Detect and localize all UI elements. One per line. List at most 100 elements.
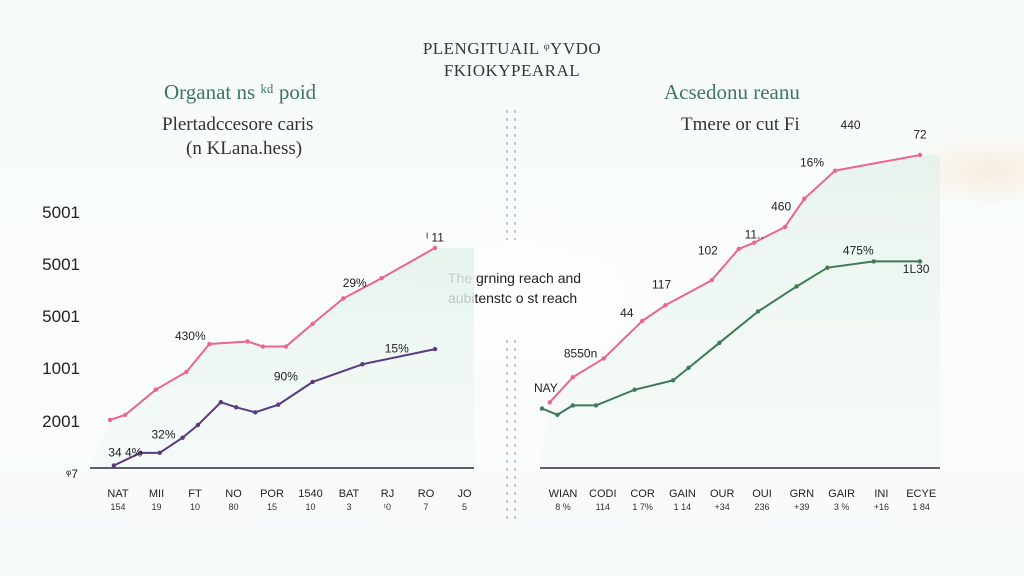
x-tick-sublabel: 114 bbox=[596, 502, 610, 512]
left-chart-subtitle: Plertadccesore caris bbox=[162, 114, 314, 135]
x-tick-label: INI bbox=[874, 488, 888, 500]
x-tick-label: CODI bbox=[589, 488, 617, 500]
left-chart-subtitle-units: (n KLana.hess) bbox=[186, 138, 303, 159]
center-annotation: The grning reach and aubitenstc o st rea… bbox=[448, 268, 581, 308]
x-tick-sublabel: ᵗ0 bbox=[384, 502, 391, 512]
x-tick-sublabel: 1 84 bbox=[912, 502, 930, 512]
right-series-pink-point bbox=[709, 278, 714, 283]
x-tick-sublabel: 10 bbox=[190, 502, 200, 512]
right-series-green-point bbox=[632, 387, 637, 392]
right-chart-subtitle: Tmere or cut Fi bbox=[681, 114, 800, 135]
y-tick-label: 5001 bbox=[42, 307, 80, 326]
right-series-green-point bbox=[670, 378, 676, 383]
right-series-pink-point bbox=[736, 246, 741, 252]
x-tick-sublabel: 10 bbox=[305, 502, 315, 512]
data-label: 475% bbox=[843, 243, 874, 257]
x-tick-label: MII bbox=[149, 488, 164, 500]
x-tick-label: COR bbox=[630, 488, 655, 500]
data-label: 11.. bbox=[745, 228, 764, 242]
x-tick-sublabel: +16 bbox=[874, 502, 889, 512]
x-tick-label: OUR bbox=[710, 488, 735, 500]
x-tick-label: WIAN bbox=[549, 488, 578, 500]
left-series-purple-line bbox=[113, 348, 436, 467]
right-series-pink-point bbox=[663, 303, 668, 308]
left-series-purple-point bbox=[233, 405, 239, 410]
left-series-pink-point bbox=[432, 245, 438, 251]
data-label: 15% bbox=[385, 342, 409, 356]
left-series-pink-point bbox=[123, 412, 128, 418]
y-tick-label: 5001 bbox=[42, 203, 80, 222]
data-label: 1L30 bbox=[903, 262, 930, 276]
data-label: 32% bbox=[152, 428, 176, 442]
right-chart: WIAN 8 % CODI 114 COR 1 7% GAIN 1 14 OUR +34 OUI 23… bbox=[534, 118, 940, 512]
x-tick-label: NO bbox=[225, 488, 242, 500]
right-series-green-point bbox=[555, 412, 560, 417]
x-tick-sublabel: 15 bbox=[267, 502, 277, 512]
left-series-pink-line bbox=[109, 247, 436, 421]
data-label: 29% bbox=[343, 276, 367, 290]
right-series-pink-point bbox=[832, 168, 838, 173]
left-series-purple-point bbox=[360, 362, 365, 367]
right-series-pink-point bbox=[751, 240, 757, 245]
left-series-purple-point bbox=[157, 450, 162, 456]
data-label: 117 bbox=[652, 278, 671, 292]
right-series-green-point bbox=[539, 406, 545, 411]
x-tick-label: GAIN bbox=[669, 488, 696, 500]
data-label: 430% bbox=[175, 329, 206, 343]
right-series-pink-point bbox=[601, 356, 606, 361]
y-tick-label: 1001 bbox=[42, 359, 80, 378]
data-label: 34 4% bbox=[108, 445, 142, 459]
right-series-pink-line bbox=[548, 154, 921, 403]
x-tick-label: 1540 bbox=[298, 488, 322, 500]
data-label: 16% bbox=[800, 156, 824, 170]
right-series-green-point bbox=[825, 265, 830, 270]
y-origin-label: ᵠ7 bbox=[66, 467, 78, 481]
left-series-pink-point bbox=[245, 339, 250, 344]
left-series-purple-point bbox=[432, 346, 438, 352]
data-label: 44 bbox=[620, 306, 634, 320]
x-tick-label: BAT bbox=[339, 488, 360, 500]
right-series-green-point bbox=[593, 403, 599, 408]
x-tick-sublabel: 7 bbox=[423, 502, 428, 512]
left-series-pink-point bbox=[207, 341, 212, 347]
left-series-purple-point bbox=[310, 379, 315, 385]
right-series-pink-point bbox=[570, 375, 576, 380]
left-area-fill bbox=[90, 247, 474, 468]
right-series-pink-point bbox=[547, 400, 552, 405]
x-tick-sublabel: 5 bbox=[462, 502, 467, 512]
x-tick-label: JO bbox=[457, 488, 472, 500]
x-tick-label: RO bbox=[418, 488, 435, 500]
x-tick-sublabel: 154 bbox=[110, 502, 125, 512]
left-series-pink-point bbox=[283, 344, 289, 349]
main-title-line-1: PLENGITUAIL ᵠYVDO bbox=[422, 39, 602, 58]
data-label: 90% bbox=[274, 370, 298, 384]
left-series-purple-point bbox=[180, 435, 185, 440]
y-tick-label: 5001 bbox=[42, 255, 80, 274]
right-series-green-point bbox=[794, 284, 799, 289]
x-tick-sublabel: +39 bbox=[794, 502, 809, 512]
right-series-pink-point bbox=[782, 224, 788, 230]
data-label: ᴵ 11 bbox=[426, 230, 444, 244]
right-area-fill bbox=[540, 155, 940, 468]
x-tick-label: GAIR bbox=[828, 488, 855, 500]
x-tick-sublabel: +34 bbox=[715, 502, 730, 512]
data-label: 460 bbox=[771, 199, 791, 213]
left-series-purple-point bbox=[195, 422, 201, 428]
x-tick-sublabel: 3 % bbox=[834, 502, 850, 512]
x-tick-sublabel: 1 7% bbox=[632, 502, 653, 512]
x-tick-sublabel: 3 bbox=[346, 502, 351, 512]
left-series-pink-point bbox=[153, 387, 159, 392]
data-label: 102 bbox=[698, 243, 718, 257]
right-series-pink-point bbox=[802, 196, 807, 202]
data-label: 440 bbox=[841, 118, 861, 132]
center-annotation-line-1: The grning reach and bbox=[448, 270, 582, 286]
x-tick-sublabel: 19 bbox=[151, 502, 161, 512]
left-series-pink-point bbox=[310, 321, 315, 326]
x-tick-label: GRN bbox=[790, 488, 815, 500]
data-label: 72 bbox=[913, 127, 927, 141]
x-tick-label: RJ bbox=[381, 488, 394, 500]
right-series-green-point bbox=[570, 403, 576, 408]
right-series-green-point bbox=[686, 365, 691, 371]
right-series-green-point bbox=[717, 340, 722, 345]
right-chart-title: Acsedonu reanu bbox=[664, 80, 800, 104]
